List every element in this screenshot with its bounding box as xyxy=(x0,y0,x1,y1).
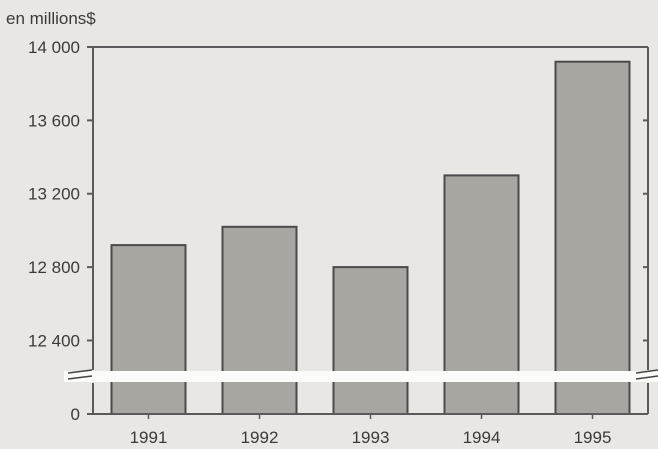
y-tick-label-zero: 0 xyxy=(71,405,80,424)
y-axis-unit-label: en millions$ xyxy=(6,9,96,28)
axis-break xyxy=(64,369,658,382)
x-label-1994: 1994 xyxy=(463,428,501,447)
x-label-1992: 1992 xyxy=(241,428,279,447)
y-tick-label-13200: 13 200 xyxy=(28,185,80,204)
bar-1995 xyxy=(554,60,631,415)
axis-break-mark-left xyxy=(67,369,93,380)
y-tick-label-13600: 13 600 xyxy=(28,111,80,130)
bar-1993 xyxy=(332,266,409,415)
axis-break-mark-right xyxy=(635,369,658,380)
x-axis-labels: 1991 1992 1993 1994 1995 xyxy=(130,414,612,447)
bar-1992 xyxy=(221,225,298,415)
x-label-1995: 1995 xyxy=(574,428,612,447)
x-label-1991: 1991 xyxy=(130,428,168,447)
y-axis-ticks: 12 400 12 800 13 200 13 600 14 000 0 xyxy=(28,38,648,424)
y-tick-label-12400: 12 400 xyxy=(28,331,80,350)
x-label-1993: 1993 xyxy=(352,428,390,447)
bars-layer xyxy=(110,60,631,415)
y-tick-label-12800: 12 800 xyxy=(28,258,80,277)
axis-break-band xyxy=(64,371,658,382)
bar-1991 xyxy=(110,244,187,415)
y-tick-label-14000: 14 000 xyxy=(28,38,80,57)
